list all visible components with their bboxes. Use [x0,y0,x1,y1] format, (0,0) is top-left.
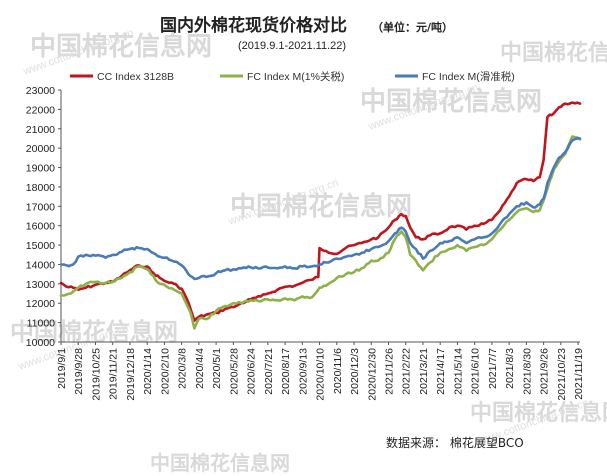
date-range-subtitle: (2019.9.1-2021.11.22) [238,40,346,52]
legend-label: FC Index M(滑准税) [422,70,515,83]
x-tick-label: 2020/11/6 [332,348,344,394]
x-tick-label: 2020/1/14 [142,348,154,395]
legend-label: CC Index 3128B [97,71,174,83]
x-tick-label: 2021/7/7 [487,348,499,389]
y-tick-label: 12000 [26,298,55,310]
y-tick-label: 14000 [26,259,55,271]
chart-title: 国内外棉花现货价格对比 [160,15,347,36]
legend-label: FC Index M(1%关税) [247,70,344,83]
series-layer [59,101,582,330]
y-tick-label: 21000 [26,124,55,136]
x-tick-label: 2020/3/8 [177,348,189,389]
x-tick-label: 2019/10/25 [90,348,102,401]
y-tick-label: 19000 [26,163,55,175]
watermark-layer: 中国棉花信息网中国棉花信息网中国棉花信息网中国棉花信息网中国棉花信息网中国棉花信… [10,27,607,475]
x-tick-label: 2021/3/21 [418,348,430,395]
y-tick-label: 15000 [26,240,55,252]
x-tick-label: 2019/11/21 [108,348,120,400]
series-line [59,135,582,330]
y-tick-label: 23000 [26,85,55,97]
series-1 [59,101,582,322]
series-line [59,137,582,281]
legend: CC Index 3128B FC Index M(1%关税) FC Index M… [70,70,515,83]
series-3 [59,137,582,281]
x-tick-label: 2021/9/26 [539,348,551,395]
y-tick-label: 13000 [26,279,55,291]
x-tick-label: 2020/5/1 [211,348,223,389]
x-tick-label: 2020/12/30 [366,348,378,401]
x-tick-label: 2020/6/24 [246,348,258,395]
watermark-brand: 中国棉花信息网 [150,451,290,475]
y-tick-label: 20000 [26,143,55,155]
y-tick-label: 10000 [26,337,55,349]
axes: 10000 11000 12000 13000 14000 15000 16000 17000… [26,85,585,401]
x-tick-label: 2020/12/3 [349,348,361,395]
unit-label: （单位：元/吨） [372,20,453,34]
x-tick-label: 2021/4/17 [435,348,447,395]
x-tick-label: 2021/8/30 [521,348,533,395]
x-tick-label: 2020/9/13 [297,348,309,395]
x-tick-label: 2021/10/23 [556,348,568,401]
x-tick-label: 2020/5/28 [228,348,240,395]
x-tick-label: 2020/4/4 [194,348,206,389]
x-tick-label: 2020/10/10 [315,348,327,401]
x-tick-label: 2019/9/28 [73,348,85,395]
watermark-brand: 中国棉花信息网 [360,86,542,117]
watermark-brand: 中国棉花信息网 [10,318,178,346]
series-line [59,101,582,322]
y-tick-label: 18000 [26,182,55,194]
watermark-brand: 中国棉花信息网 [30,31,212,62]
x-tick-label: 2020/7/21 [263,348,275,395]
y-tick-label: 17000 [26,201,55,213]
x-tick-label: 2021/5/14 [452,348,464,395]
x-tick-label: 2021/2/22 [401,348,413,395]
data-source-note: 数据来源： 棉花展望BCO [386,435,524,450]
x-tick-label: 2020/2/10 [159,348,171,395]
series-2 [59,135,582,330]
x-tick-label: 2019/12/18 [125,348,137,401]
watermark-brand: 中国棉花信息网 [500,40,607,66]
x-tick-label: 2019/9/1 [56,348,68,389]
x-tick-label: 2021/11/19 [573,348,585,400]
x-tick-label: 2020/8/17 [280,348,292,395]
x-tick-label: 2021/8/3 [504,348,516,389]
x-tick-label: 2021/6/10 [470,348,482,395]
y-tick-label: 16000 [26,221,55,233]
y-tick-label: 22000 [26,104,55,116]
x-tick-label: 2021/1/26 [383,348,395,395]
watermark-brand: 中国棉花信息网 [470,400,607,426]
y-tick-label: 11000 [27,318,56,330]
watermark-brand: 中国棉花信息网 [230,191,412,222]
